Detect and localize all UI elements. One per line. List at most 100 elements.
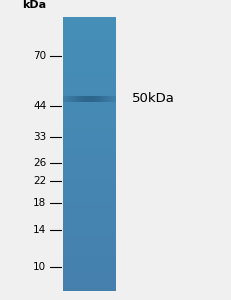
- Bar: [62, 168, 116, 169]
- Bar: [62, 190, 116, 191]
- Bar: [62, 140, 116, 141]
- Bar: [62, 22, 116, 23]
- Text: 22: 22: [33, 176, 46, 186]
- Bar: [62, 37, 116, 38]
- Bar: [62, 131, 116, 132]
- Bar: [62, 28, 116, 29]
- Bar: [62, 120, 116, 121]
- Bar: [62, 36, 116, 37]
- Bar: [62, 23, 116, 24]
- Bar: [62, 104, 116, 105]
- Bar: [62, 242, 116, 243]
- Bar: [62, 275, 116, 276]
- Bar: [62, 235, 116, 236]
- Bar: [62, 265, 116, 266]
- Bar: [62, 96, 116, 97]
- Bar: [62, 288, 116, 289]
- Bar: [62, 81, 116, 82]
- Bar: [62, 39, 116, 40]
- Bar: [62, 40, 116, 41]
- Bar: [62, 202, 116, 203]
- Bar: [62, 118, 116, 119]
- Bar: [62, 25, 116, 26]
- Bar: [62, 151, 116, 152]
- Bar: [62, 46, 116, 47]
- Bar: [62, 72, 116, 73]
- Text: 26: 26: [33, 158, 46, 168]
- Bar: [62, 90, 116, 91]
- Bar: [62, 103, 116, 104]
- Bar: [62, 218, 116, 219]
- Bar: [62, 160, 116, 161]
- Bar: [62, 199, 116, 200]
- Bar: [62, 110, 116, 111]
- Bar: [62, 284, 116, 285]
- Bar: [62, 239, 116, 240]
- Bar: [62, 89, 116, 90]
- Bar: [62, 197, 116, 198]
- Bar: [62, 85, 116, 86]
- Bar: [62, 85, 116, 86]
- Bar: [62, 156, 116, 157]
- Bar: [62, 26, 116, 27]
- Bar: [62, 44, 116, 45]
- Bar: [62, 107, 116, 108]
- Text: 14: 14: [33, 225, 46, 236]
- Text: 50kDa: 50kDa: [132, 92, 174, 105]
- Bar: [62, 84, 116, 85]
- Bar: [62, 212, 116, 213]
- Bar: [62, 244, 116, 245]
- Bar: [62, 233, 116, 235]
- Bar: [62, 55, 116, 56]
- Bar: [62, 169, 116, 170]
- Bar: [62, 208, 116, 209]
- Bar: [62, 166, 116, 167]
- Bar: [62, 217, 116, 218]
- Bar: [62, 172, 116, 173]
- Bar: [62, 42, 116, 43]
- Bar: [62, 161, 116, 162]
- Bar: [62, 147, 116, 148]
- Bar: [62, 112, 116, 113]
- Bar: [62, 116, 116, 117]
- Bar: [62, 263, 116, 264]
- Bar: [62, 74, 116, 75]
- Bar: [62, 155, 116, 156]
- Bar: [62, 264, 116, 265]
- Bar: [62, 73, 116, 74]
- Bar: [62, 171, 116, 172]
- Bar: [62, 138, 116, 139]
- Bar: [62, 163, 116, 164]
- Bar: [62, 126, 116, 127]
- Text: 10: 10: [33, 262, 46, 272]
- Bar: [62, 77, 116, 78]
- Bar: [62, 97, 116, 98]
- Bar: [62, 277, 116, 278]
- Bar: [62, 278, 116, 279]
- Bar: [62, 290, 116, 291]
- Bar: [62, 206, 116, 207]
- Bar: [62, 69, 116, 70]
- Bar: [62, 237, 116, 238]
- Bar: [62, 251, 116, 252]
- Bar: [62, 224, 116, 225]
- Bar: [62, 180, 116, 181]
- Bar: [62, 187, 116, 188]
- Bar: [62, 213, 116, 214]
- Bar: [62, 177, 116, 178]
- Bar: [62, 230, 116, 231]
- Bar: [62, 179, 116, 180]
- Bar: [62, 276, 116, 277]
- Bar: [62, 169, 116, 170]
- Bar: [62, 128, 116, 129]
- Bar: [62, 80, 116, 81]
- Bar: [62, 75, 116, 76]
- Bar: [62, 123, 116, 124]
- Bar: [62, 64, 116, 65]
- Bar: [62, 255, 116, 256]
- Bar: [62, 194, 116, 195]
- Bar: [62, 186, 116, 187]
- Bar: [62, 113, 116, 114]
- Bar: [62, 148, 116, 149]
- Bar: [62, 165, 116, 166]
